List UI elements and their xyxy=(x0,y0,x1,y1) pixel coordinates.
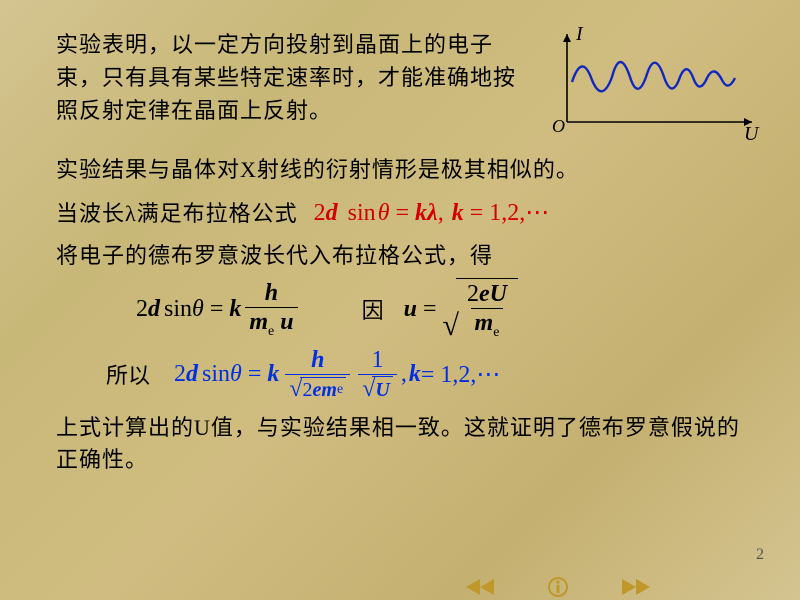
therefore-row: 所以 2d sinθ = k h √ 2eme 1 xyxy=(106,347,752,403)
intro-paragraph: 实验表明，以一定方向投射到晶面上的电子束，只有具有某些特定速率时，才能准确地按照… xyxy=(56,28,532,142)
slide-number: 2 xyxy=(756,546,764,564)
forward-icon[interactable] xyxy=(622,578,650,596)
xray-similarity-text: 实验结果与晶体对X射线的衍射情形是极其相似的。 xyxy=(56,152,752,184)
eq3: 2d sinθ = k h √ 2eme 1 xyxy=(174,347,500,403)
axis-y-label: I xyxy=(575,23,584,45)
bragg-line: 当波长λ满足布拉格公式 22dd sinθ = kλ, k = 1,2,⋯ xyxy=(56,196,752,228)
bragg-formula: 22dd sinθ = kλ, k = 1,2,⋯ xyxy=(314,198,550,227)
origin-label: O xyxy=(552,116,565,136)
because-label: 因 xyxy=(362,293,384,325)
info-icon[interactable] xyxy=(544,578,572,596)
intensity-graph: I O U xyxy=(552,22,762,142)
eq2: u= √ 2eU me xyxy=(404,278,518,341)
intensity-curve xyxy=(572,62,735,91)
nav-bar xyxy=(466,578,650,596)
substitute-text: 将电子的德布罗意波长代入布拉格公式，得 xyxy=(56,238,752,270)
eq1: 2d sinθ = k h me u xyxy=(136,280,302,340)
bragg-intro: 当波长λ满足布拉格公式 xyxy=(56,196,298,228)
axis-x-label: U xyxy=(744,123,760,142)
equation-row-1: 2d sinθ = k h me u 因 u= √ 2eU me xyxy=(136,278,752,341)
rewind-icon[interactable] xyxy=(466,578,494,596)
conclusion-text: 上式计算出的U值，与实验结果相一致。这就证明了德布罗意假说的正确性。 xyxy=(56,412,752,476)
therefore-label: 所以 xyxy=(106,358,150,390)
